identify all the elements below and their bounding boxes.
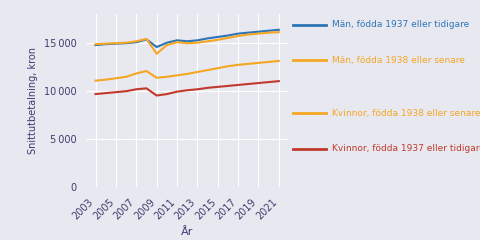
X-axis label: År: År [181, 227, 193, 237]
Text: Män, födda 1938 eller senare: Män, födda 1938 eller senare [332, 56, 465, 65]
Text: Män, födda 1937 eller tidigare: Män, födda 1937 eller tidigare [332, 20, 469, 29]
Text: Kvinnor, födda 1938 eller senare: Kvinnor, födda 1938 eller senare [332, 109, 480, 118]
Y-axis label: Snittutbetalning, kron: Snittutbetalning, kron [28, 47, 38, 154]
Text: Kvinnor, födda 1937 eller tidigare: Kvinnor, födda 1937 eller tidigare [332, 144, 480, 153]
